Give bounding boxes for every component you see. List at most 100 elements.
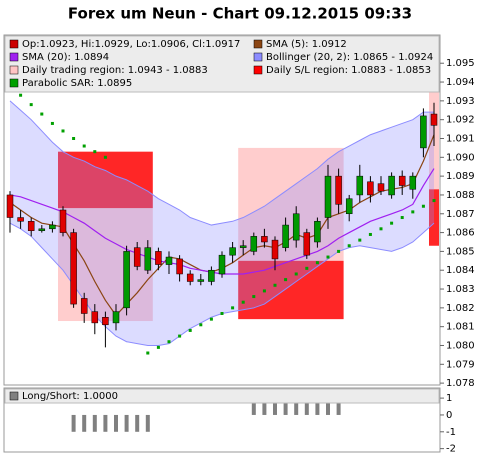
- sar-dot: [358, 238, 362, 242]
- candle-body: [292, 213, 300, 241]
- candle-body: [324, 175, 332, 218]
- sar-dot: [337, 249, 341, 253]
- sar-dot: [347, 244, 351, 248]
- band-fill: [10, 100, 434, 346]
- long-short-bar: [326, 398, 330, 415]
- y-tick-label: 1.084: [446, 265, 475, 276]
- y-tick-label: 1.095: [446, 58, 475, 69]
- candle-body: [218, 254, 226, 275]
- sar-dot: [411, 210, 415, 214]
- long-short-bar: [315, 398, 320, 415]
- y-tick-label: 1.085: [446, 246, 475, 257]
- y-tick-label: 1.094: [446, 77, 475, 88]
- y-tick-label: 1: [446, 393, 452, 404]
- legend-swatch: [253, 65, 263, 75]
- legend-label: Long/Short: 1.0000: [22, 391, 118, 402]
- candle-body: [197, 279, 205, 282]
- long-short-bar: [273, 398, 277, 415]
- sar-dot: [390, 221, 394, 225]
- candle-body: [70, 232, 77, 305]
- sar-dot: [103, 155, 107, 159]
- y-tick-label: 0: [446, 410, 452, 421]
- y-tick-label: 1.083: [446, 284, 475, 295]
- sar-dot: [315, 261, 319, 265]
- legend-swatch: [9, 78, 19, 88]
- legend-label: Daily S/L region: 1.0883 - 1.0853: [266, 65, 431, 76]
- sar-dot: [262, 289, 266, 293]
- region: [238, 260, 344, 320]
- sar-dot: [50, 121, 54, 125]
- candle-body: [6, 194, 14, 218]
- band-upper: [9, 100, 434, 226]
- legend-box: [4, 388, 440, 404]
- candle-body: [229, 247, 236, 256]
- candle-body: [377, 183, 385, 192]
- y-tick-label: 1.088: [446, 190, 475, 201]
- legend-label: Op:1.0923, Hi:1.0929, Lo:1.0906, Cl:1.09…: [22, 39, 240, 50]
- legend-box: [4, 35, 440, 93]
- long-short-bar: [124, 414, 129, 432]
- y-tick-label: 1.078: [446, 378, 475, 389]
- long-short-bar: [283, 398, 288, 415]
- candle-body: [303, 232, 311, 256]
- candle-body: [261, 236, 268, 243]
- sar-dot: [252, 295, 256, 299]
- sar-dot: [241, 300, 245, 304]
- candle-body: [239, 245, 247, 248]
- long-short-bar: [336, 398, 341, 415]
- y-tick-label: 1.086: [446, 228, 475, 239]
- long-short-bar: [304, 398, 309, 415]
- long-short-bar: [103, 414, 108, 432]
- candle-body: [155, 251, 162, 265]
- sar-dot: [432, 199, 436, 203]
- legend-label: Bollinger (20, 2): 1.0865 - 1.0924: [266, 52, 433, 63]
- candle-body: [59, 209, 67, 233]
- sar-dot: [273, 283, 277, 287]
- y-tick-label: 1.092: [446, 115, 475, 126]
- y-tick-label: -2: [446, 444, 456, 455]
- y-tick-label: 1.082: [446, 303, 475, 314]
- region: [58, 151, 153, 209]
- legend-label: SMA (5): 1.0912: [266, 39, 347, 50]
- chart-title: Forex um Neun - Chart 09.12.2015 09:33: [68, 5, 412, 23]
- long-short-bar: [71, 414, 76, 432]
- sar-dot: [19, 93, 23, 97]
- sar-dot: [178, 334, 182, 338]
- sar-dot: [368, 232, 372, 236]
- sar-dot: [61, 129, 65, 133]
- sar-dot: [209, 317, 213, 321]
- candle-body: [409, 175, 417, 190]
- candle-body: [123, 251, 130, 309]
- long-short-bar: [145, 414, 150, 432]
- candle-body: [49, 224, 56, 230]
- sar-dot: [231, 306, 235, 310]
- candle-body: [314, 221, 321, 243]
- legend-swatch: [253, 52, 263, 62]
- candle-body: [398, 175, 406, 186]
- candle-body: [356, 175, 364, 196]
- candle-body: [420, 115, 427, 149]
- candle-body: [102, 317, 109, 326]
- sar-dot: [167, 340, 171, 344]
- candle-body: [335, 175, 342, 205]
- sar-dot: [72, 136, 76, 140]
- candle-body: [250, 236, 258, 252]
- long-short-bar: [92, 414, 97, 432]
- candle-body: [271, 239, 279, 260]
- y-tick-label: 1.080: [446, 340, 475, 351]
- candle-body: [345, 198, 353, 215]
- y-tick-label: 1.091: [446, 133, 475, 144]
- sar-dot: [82, 144, 86, 148]
- long-short-bar: [135, 414, 140, 432]
- y-tick-label: 1.093: [446, 96, 475, 107]
- legend-swatch: [9, 39, 19, 49]
- candle-body: [17, 217, 24, 222]
- y-tick-label: 1.089: [446, 171, 475, 182]
- candle-body: [144, 247, 152, 271]
- y-tick-label: -1: [446, 427, 456, 438]
- sar-dot: [294, 272, 298, 276]
- candle-body: [133, 247, 141, 267]
- candle-body: [208, 269, 215, 282]
- legend-swatch: [253, 39, 263, 49]
